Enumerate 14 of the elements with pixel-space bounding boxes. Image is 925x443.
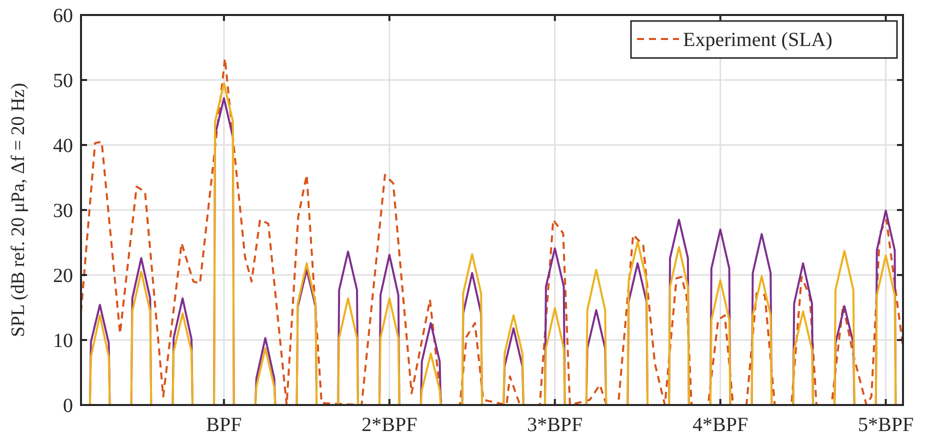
y-tick-label: 50 <box>53 70 73 92</box>
y-tick-label: 20 <box>53 265 73 287</box>
x-tick-label: 4*BPF <box>692 414 748 436</box>
y-tick-label: 10 <box>53 330 73 352</box>
legend-label: Experiment (SLA) <box>683 29 832 51</box>
y-tick-label: 40 <box>53 135 73 157</box>
y-axis-title: SPL (dB ref. 20 μPa, Δf = 20 Hz) <box>8 82 29 338</box>
x-tick-label: 3*BPF <box>527 414 583 436</box>
x-tick-label: 5*BPF <box>858 414 914 436</box>
y-tick-label: 0 <box>63 395 73 417</box>
x-tick-label: BPF <box>206 414 242 436</box>
y-tick-label: 30 <box>53 200 73 222</box>
x-tick-label: 2*BPF <box>362 414 418 436</box>
y-tick-label: 60 <box>53 5 73 27</box>
